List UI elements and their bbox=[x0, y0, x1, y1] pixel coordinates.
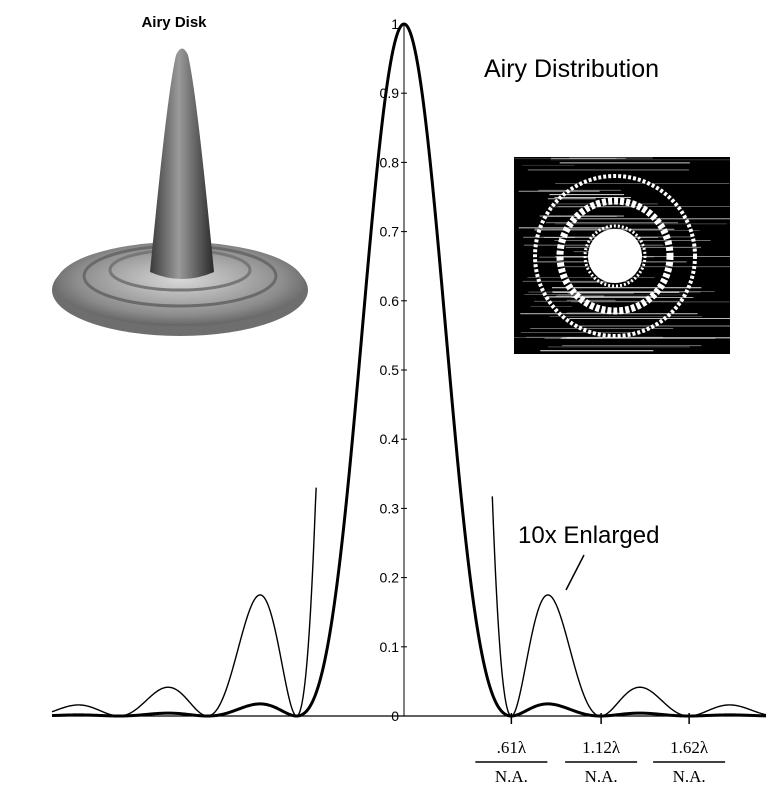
series-10x-enlarged bbox=[51, 487, 767, 717]
y-tick-label: 0.6 bbox=[380, 293, 400, 309]
y-tick-label: 0 bbox=[391, 708, 399, 724]
x-tick-denominator: N.A. bbox=[495, 767, 528, 786]
pattern-ring-middle bbox=[556, 197, 674, 315]
y-tick-label: 0.5 bbox=[380, 362, 400, 378]
y-tick-label: 0.9 bbox=[380, 85, 400, 101]
pattern-central-fringe bbox=[583, 224, 647, 288]
y-tick-label: 0.8 bbox=[380, 154, 400, 170]
y-tick-label: 0.1 bbox=[380, 639, 400, 655]
airy-disk-label: Airy Disk bbox=[141, 14, 207, 31]
x-tick-numerator: 1.62λ bbox=[670, 738, 709, 757]
y-tick-label: 0.3 bbox=[380, 500, 400, 516]
annotation-10x: 10x Enlarged bbox=[518, 522, 659, 549]
pattern-ring-outer bbox=[533, 174, 697, 338]
airy-disk-inset: Airy Disk bbox=[52, 14, 308, 336]
y-tick-label: 0.2 bbox=[380, 570, 400, 586]
x-tick-numerator: 1.12λ bbox=[582, 738, 621, 757]
pattern-streaks bbox=[514, 157, 730, 352]
y-ticks: 0 0.1 0.2 0.3 0.4 0.5 0.6 0.7 0.8 0.9 1 bbox=[380, 16, 407, 724]
y-tick-label: 1 bbox=[391, 16, 399, 32]
chart-title: Airy Distribution bbox=[484, 55, 659, 83]
x-tick-denominator: N.A. bbox=[673, 767, 706, 786]
y-tick-label: 0.7 bbox=[380, 224, 400, 240]
diffraction-pattern-inset bbox=[514, 157, 730, 354]
disk-base bbox=[56, 242, 304, 326]
annotation-pointer bbox=[565, 554, 585, 591]
pattern-central-spot bbox=[588, 229, 642, 283]
y-tick-label: 0.4 bbox=[380, 431, 400, 447]
x-ticks: .61λ N.A. 1.12λ N.A. 1.62λ N.A. bbox=[475, 713, 726, 786]
x-tick-numerator: .61λ bbox=[497, 738, 527, 757]
disk-central-peak bbox=[150, 48, 214, 279]
series-airy bbox=[51, 22, 767, 718]
x-tick-denominator: N.A. bbox=[585, 767, 618, 786]
